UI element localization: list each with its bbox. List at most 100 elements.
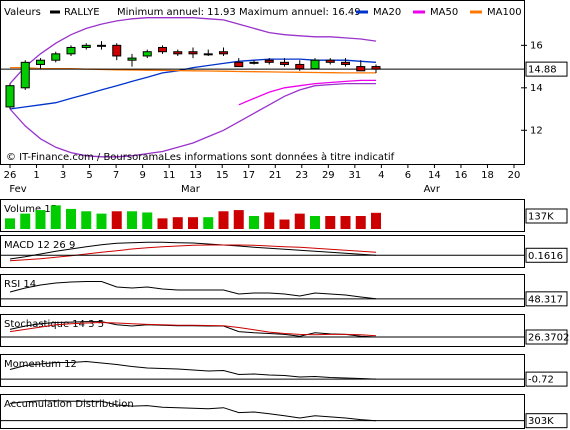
series-line (238, 79, 376, 106)
bar (188, 217, 198, 229)
candle-body (51, 53, 61, 61)
month-label: Fev (9, 184, 26, 195)
bar (127, 211, 137, 229)
bar (96, 213, 107, 229)
bar (294, 213, 305, 229)
candle-body (97, 44, 106, 47)
value-label: -0.72 (528, 375, 554, 386)
panel-frame (0, 314, 525, 347)
bar (50, 205, 61, 229)
candle-body (356, 66, 366, 72)
x-tick-label: 17 (242, 170, 255, 181)
series-line (9, 321, 377, 337)
candle-body (295, 63, 305, 70)
bar (233, 210, 244, 229)
bar (310, 216, 320, 229)
bar (35, 210, 46, 229)
x-tick-label: 4 (378, 170, 384, 181)
value-label: 14.88 (528, 65, 557, 76)
panel-frame (0, 199, 525, 232)
x-tick-label: 15 (216, 170, 229, 181)
candle-body (158, 46, 167, 53)
candle-body (127, 57, 137, 61)
x-tick-label: 7 (113, 170, 119, 181)
bar (279, 219, 290, 229)
candle-body (310, 59, 320, 70)
candle-body (280, 61, 289, 65)
candle-body (203, 53, 213, 56)
legend-label: RALLYE (64, 7, 100, 18)
value-box (525, 291, 568, 307)
candle-body (81, 44, 91, 48)
y-tick-label: 14 (530, 83, 543, 94)
value-label: 303K (528, 416, 554, 427)
candle-body (36, 59, 45, 65)
bar (172, 217, 183, 229)
value-box (525, 371, 568, 387)
bar (340, 216, 351, 229)
series-line (9, 82, 376, 158)
panel-title: Accumulation Distribution (4, 399, 134, 410)
x-tick-label: 26 (4, 170, 17, 181)
x-tick-label: 9 (139, 170, 145, 181)
x-tick-label: 29 (322, 170, 335, 181)
series-line (9, 400, 377, 422)
panel-frame (0, 354, 525, 387)
x-tick-label: 1 (33, 170, 39, 181)
bar (66, 208, 76, 229)
value-box (525, 247, 568, 263)
bar (218, 211, 229, 229)
legend-label: MA50 (430, 7, 458, 18)
legend-label: MA20 (373, 7, 401, 18)
panel-label: Valeurs (4, 7, 41, 18)
series-line (9, 360, 377, 380)
bar (371, 212, 381, 229)
series-line (9, 281, 377, 300)
candle-body (188, 51, 198, 55)
bar (142, 212, 153, 229)
candle-body (325, 59, 335, 63)
panel-title: RSI 14 (4, 279, 36, 290)
x-tick-label: 16 (455, 170, 468, 181)
x-tick-label: 3 (60, 170, 66, 181)
value-box (525, 61, 568, 77)
candle-body (173, 51, 183, 55)
candle-body (20, 61, 30, 89)
panel-frame (0, 235, 525, 268)
value-label: 26.3702 (528, 333, 569, 344)
candle-body (249, 61, 259, 64)
value-box (525, 413, 568, 429)
candle-body (371, 66, 381, 70)
x-tick-label: 14 (428, 170, 441, 181)
value-label: 137K (528, 212, 554, 223)
series-line (9, 17, 377, 85)
candle-body (264, 59, 274, 63)
x-tick-label: 6 (405, 170, 411, 181)
x-tick-label: 11 (163, 170, 176, 181)
bar (157, 218, 168, 229)
value-box (525, 208, 568, 224)
x-tick-label: 5 (86, 170, 92, 181)
candle-body (66, 46, 76, 55)
panel-frame (0, 394, 525, 429)
x-tick-label: 23 (295, 170, 308, 181)
value-label: 0.1616 (528, 251, 563, 262)
x-tick-label: 13 (189, 170, 202, 181)
candle-body (112, 44, 122, 57)
candle-body (219, 51, 228, 55)
panel-title: Volume 15 (4, 204, 57, 215)
bar (81, 211, 92, 229)
bar (325, 216, 336, 229)
candle-body (142, 51, 152, 57)
value-axis (525, 0, 570, 165)
candle-body (341, 61, 350, 65)
subtitle: Minimum annuel: 11.93 Maximum annuel: 16… (117, 7, 361, 18)
panel-title: MACD 12 26 9 (4, 240, 75, 251)
y-tick-label: 16 (530, 40, 543, 51)
x-tick-label: 31 (348, 170, 361, 181)
value-label: 48.317 (528, 294, 563, 305)
x-tick-label: 20 (508, 170, 521, 181)
bar (264, 212, 275, 229)
bar (20, 213, 31, 229)
